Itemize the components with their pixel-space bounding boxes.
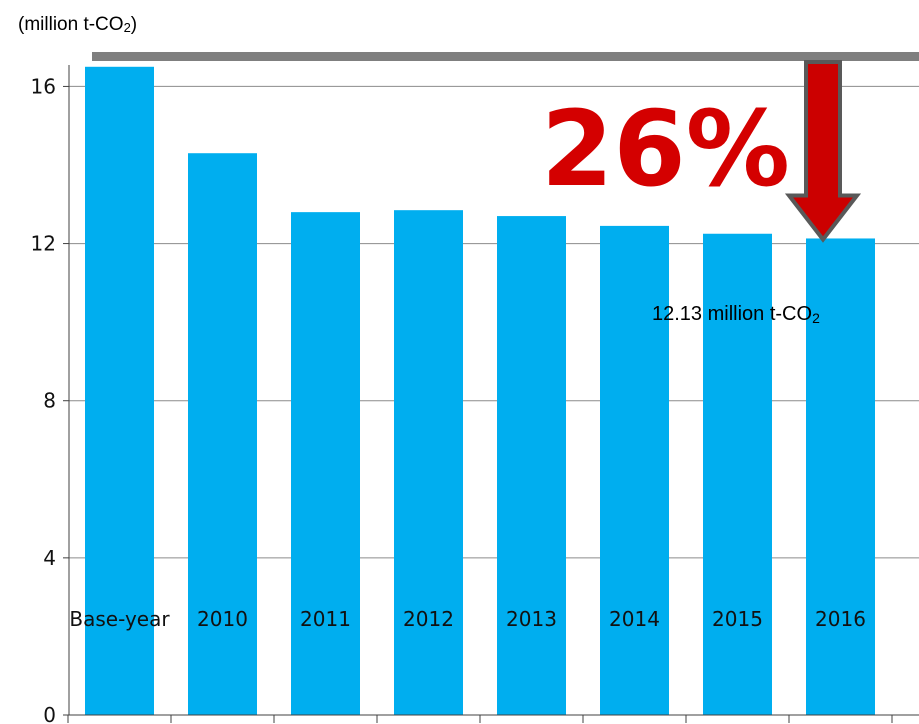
bar-2011 <box>291 212 360 715</box>
bar-2010 <box>188 153 257 715</box>
x-tick-label: 2014 <box>609 607 660 631</box>
final-value-label: 12.13 million t-CO2 <box>652 303 820 326</box>
bar-2015 <box>703 233 772 715</box>
x-tick-label: 2015 <box>712 607 763 631</box>
y-tick-label: 12 <box>31 232 56 256</box>
x-tick-labels: Base-year 2010 2011 2012 2013 2014 2015 2016 <box>69 607 866 631</box>
reduction-percent-label: 26% <box>541 88 790 210</box>
y-tick-label: 16 <box>31 74 56 98</box>
bars <box>85 66 875 716</box>
bar-2016 <box>806 238 875 715</box>
y-tick-label: 0 <box>43 703 56 724</box>
bar-2013 <box>497 216 566 716</box>
x-tick-label: 2011 <box>300 607 351 631</box>
x-tick-label: Base-year <box>69 607 170 631</box>
axes <box>67 65 919 723</box>
y-tick-label: 4 <box>43 546 56 570</box>
x-tick-label: 2013 <box>506 607 557 631</box>
y-tick-label: 8 <box>43 389 56 413</box>
bar-2012 <box>394 210 463 715</box>
y-tick-labels: 0 4 8 12 16 <box>31 74 56 724</box>
down-arrow-icon <box>784 60 862 243</box>
y-axis-unit-label: (million t-CO2) <box>18 14 138 35</box>
x-tick-label: 2012 <box>403 607 454 631</box>
x-tick-label: 2016 <box>815 607 866 631</box>
base-year-level-line <box>92 52 919 61</box>
bar-2014 <box>600 225 669 715</box>
bar-base-year <box>85 66 154 716</box>
x-tick-label: 2010 <box>197 607 248 631</box>
